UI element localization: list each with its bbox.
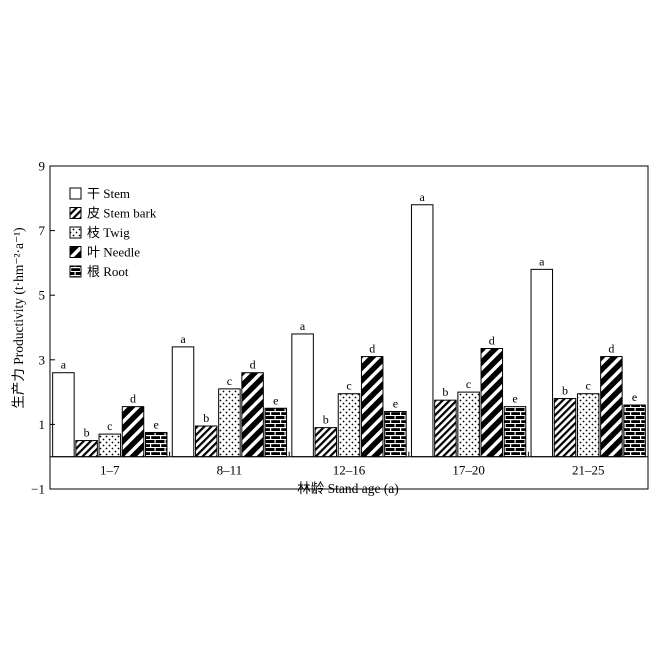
bar — [337, 393, 361, 458]
significance-label: e — [154, 417, 159, 431]
y-tick-label: 9 — [39, 159, 46, 174]
significance-label: d — [250, 358, 256, 372]
y-tick-label: −1 — [31, 482, 45, 497]
legend-swatch — [69, 265, 82, 278]
significance-label: d — [130, 392, 136, 406]
significance-label: a — [539, 254, 545, 268]
legend-label: 枝 Twig — [87, 225, 130, 240]
legend: 干 Stem 皮 Stem bark 枝 Twig 叶 Needle 根 Root — [69, 186, 157, 279]
plot-area — [49, 165, 649, 490]
bar — [264, 407, 288, 458]
significance-label: b — [562, 384, 568, 398]
bar — [360, 356, 384, 458]
y-tick-label: 7 — [39, 223, 46, 238]
bar — [384, 410, 407, 458]
axes: −1 1 3 5 7 9 1–7 8–11 12–16 17–20 21–25 — [31, 159, 648, 497]
significance-label: c — [586, 379, 591, 393]
x-tick-label: 12–16 — [333, 463, 366, 478]
legend-swatch — [69, 207, 82, 219]
legend-swatch — [69, 187, 82, 200]
significance-label: b — [84, 426, 90, 440]
x-tick-label: 21–25 — [572, 463, 605, 478]
bar — [576, 393, 600, 458]
significance-label: d — [489, 333, 495, 347]
significance-label: b — [203, 411, 209, 425]
bar-group: a b c d e a b c d e a b c d e a b c d e a b c d e — [52, 190, 646, 458]
x-tick-label: 8–11 — [217, 463, 243, 478]
legend-swatch — [69, 226, 82, 239]
y-axis-title: 生产力 Productivity (t·hm⁻²·a⁻¹) — [11, 227, 26, 408]
bar — [553, 398, 577, 458]
y-tick-label: 1 — [39, 417, 46, 432]
significance-label: c — [227, 374, 232, 388]
legend-label: 皮 Stem bark — [87, 206, 157, 221]
bar — [75, 440, 98, 458]
y-tick-label: 3 — [39, 352, 46, 367]
bar — [480, 347, 504, 458]
bar — [121, 406, 145, 458]
legend-label: 根 Root — [87, 264, 129, 279]
significance-label: c — [346, 379, 351, 393]
x-tick-label: 17–20 — [452, 463, 485, 478]
significance-label: b — [442, 385, 448, 399]
bar — [503, 406, 527, 458]
x-axis-title: 林龄 Stand age (a) — [297, 481, 399, 496]
significance-label: a — [61, 358, 67, 372]
plot-frame — [49, 165, 649, 490]
bar — [218, 388, 241, 458]
legend-label: 叶 Needle — [87, 245, 140, 260]
significance-label: d — [608, 342, 614, 356]
bar — [314, 427, 338, 458]
bar — [52, 372, 75, 458]
legend-swatch — [69, 246, 82, 258]
bar — [434, 399, 457, 458]
significance-label: d — [369, 342, 375, 356]
bar — [457, 391, 480, 458]
significance-label: c — [466, 377, 471, 391]
x-tick-label: 1–7 — [100, 463, 120, 478]
significance-label: e — [393, 396, 398, 410]
significance-label: e — [632, 390, 637, 404]
significance-label: a — [300, 319, 306, 333]
legend-label: 干 Stem — [87, 186, 130, 201]
significance-label: a — [420, 190, 426, 204]
bar — [291, 333, 314, 458]
significance-label: a — [180, 332, 186, 346]
bar — [530, 268, 554, 458]
significance-label: e — [512, 392, 517, 406]
bar — [98, 433, 122, 458]
bar — [144, 431, 168, 458]
significance-label: e — [273, 393, 278, 407]
bar — [241, 372, 264, 458]
significance-label: b — [323, 413, 329, 427]
bar — [623, 404, 646, 458]
bar — [600, 356, 623, 458]
y-tick-label: 5 — [39, 288, 46, 303]
significance-label: c — [107, 419, 112, 433]
bar — [410, 204, 434, 458]
bar — [171, 346, 195, 458]
bar — [194, 425, 218, 458]
